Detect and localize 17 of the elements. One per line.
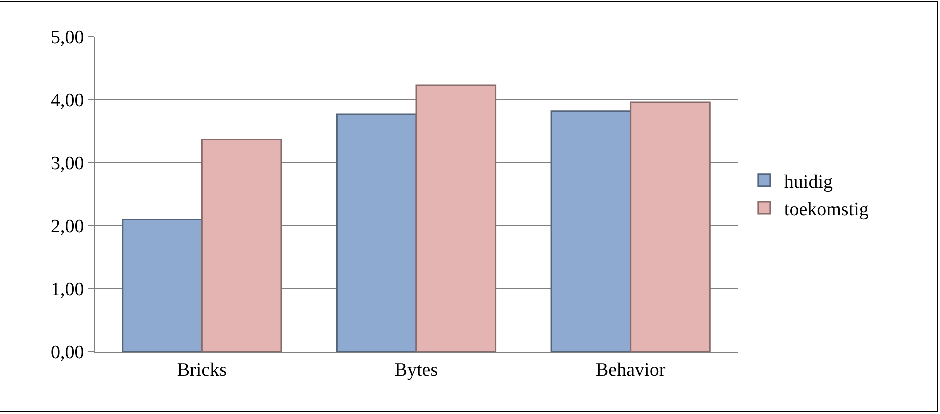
y-tick-label: 3,00 <box>50 154 84 175</box>
legend-label: huidig <box>784 172 834 193</box>
x-tick-label: Behavior <box>596 360 666 381</box>
bar <box>122 218 203 352</box>
y-tick-label: 4,00 <box>50 90 84 112</box>
x-tick-label: Bytes <box>394 360 438 381</box>
legend-label: toekomstig <box>784 199 870 220</box>
y-tick-label: 5,00 <box>50 28 84 49</box>
bar <box>336 114 418 352</box>
y-tick-label: 0,00 <box>50 342 84 364</box>
bar <box>550 110 632 352</box>
bar <box>630 102 711 352</box>
x-tick-label: Bricks <box>177 360 227 381</box>
y-tick-label: 2,00 <box>50 216 84 238</box>
bar <box>201 138 282 352</box>
y-tick-label: 1,00 <box>50 280 84 301</box>
bar <box>416 84 497 352</box>
